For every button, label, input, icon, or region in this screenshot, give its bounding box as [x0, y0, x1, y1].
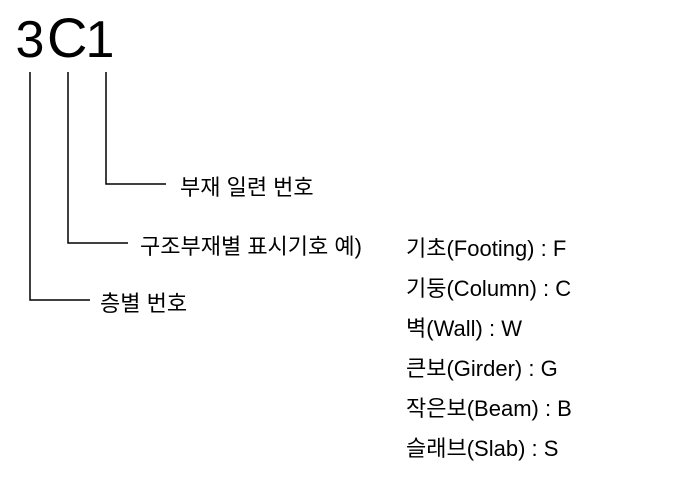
example-slab: 슬래브(Slab) : S: [406, 429, 572, 469]
example-wall: 벽(Wall) : W: [406, 309, 572, 349]
label-member-symbol: 구조부재별 표시기호 예): [140, 229, 362, 261]
structural-member-code: 3C1: [15, 5, 117, 70]
member-type-char: C: [47, 5, 85, 70]
connector-floor: [30, 72, 90, 300]
label-floor-number: 층별 번호: [100, 286, 187, 318]
member-examples-list: 기초(Footing) : F 기둥(Column) : C 벽(Wall) :…: [406, 229, 572, 469]
example-column: 기둥(Column) : C: [406, 269, 572, 309]
floor-number-char: 3: [15, 10, 47, 70]
example-beam: 작은보(Beam) : B: [406, 389, 572, 429]
example-girder: 큰보(Girder) : G: [406, 349, 572, 389]
example-footing: 기초(Footing) : F: [406, 229, 572, 269]
connector-member: [68, 72, 128, 243]
connector-serial: [106, 72, 166, 184]
serial-number-char: 1: [85, 10, 117, 70]
label-serial-number: 부재 일련 번호: [180, 170, 314, 202]
